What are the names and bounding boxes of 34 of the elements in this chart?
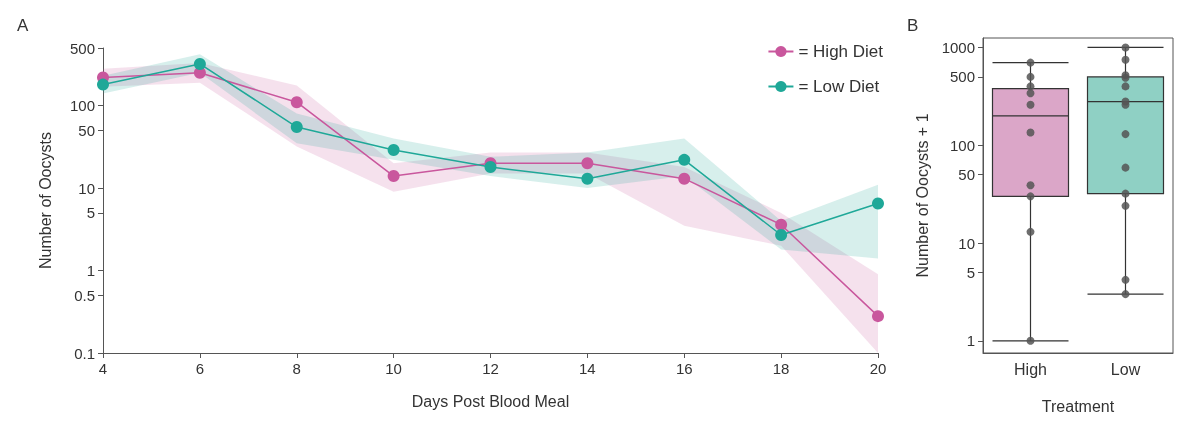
- y-tick-label: 50: [958, 166, 975, 184]
- y-tick-label: 100: [949, 136, 975, 154]
- x-tick-label: 6: [195, 360, 205, 377]
- legend-label: = High Diet: [798, 42, 884, 61]
- y-tick-label: 5: [966, 263, 975, 281]
- y-tick-label: 5: [86, 204, 95, 222]
- y-axis-title: Number of Oocysts: [36, 132, 54, 269]
- y-tick-label: 1: [86, 262, 95, 280]
- y-tick-label: 10: [958, 234, 975, 252]
- y-tick-label: 0.1: [74, 344, 95, 362]
- y-tick-label: 500: [949, 68, 975, 86]
- x-tick-label: Low: [1110, 360, 1141, 378]
- x-tick-label: 14: [579, 360, 596, 377]
- y-tick-label: 1: [966, 332, 975, 350]
- x-axis-title: Days Post Blood Meal: [411, 392, 570, 410]
- x-tick-label: 4: [98, 360, 108, 377]
- y-tick-label: 50: [78, 121, 95, 139]
- x-tick-label: 18: [772, 360, 790, 377]
- y-tick-label: 0.5: [74, 286, 95, 304]
- y-tick-label: 1000: [941, 38, 975, 56]
- x-tick-label: 10: [385, 360, 402, 377]
- chart-title: B: [907, 16, 919, 35]
- chart-title: A: [17, 16, 29, 35]
- x-tick-label: 12: [482, 360, 499, 377]
- x-tick-label: High: [1014, 360, 1047, 378]
- x-tick-label: 20: [869, 360, 887, 377]
- y-axis-title: Number of Oocysts + 1: [914, 113, 932, 278]
- legend-label: = Low Diet: [798, 77, 880, 96]
- y-tick-label: 500: [69, 39, 95, 57]
- y-tick-label: 100: [69, 97, 95, 115]
- x-tick-label: 8: [292, 360, 301, 377]
- y-tick-label: 10: [78, 179, 95, 197]
- x-tick-label: 16: [675, 360, 693, 377]
- x-axis-title: Treatment: [1041, 397, 1115, 415]
